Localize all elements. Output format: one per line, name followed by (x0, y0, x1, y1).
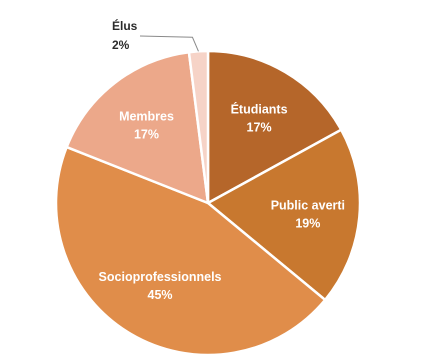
slice-value-public-averti: 19% (295, 216, 320, 230)
slice-label-socioprofessionnels: Socioprofessionnels (99, 270, 222, 284)
slice-label-etudiants: Étudiants (231, 102, 288, 117)
leader-line-elus (139, 35, 199, 52)
slice-value-socioprofessionnels: 45% (148, 288, 173, 302)
slices-layer (54, 49, 362, 356)
labels-layer: Étudiants 17% Public averti 19% Socioprofess… (99, 18, 345, 302)
pie-slice-public-averti (205, 128, 362, 302)
slice-value-etudiants: 17% (247, 121, 272, 135)
pie-slice-socioprofessionnels (54, 145, 327, 356)
slice-value-elus: 2% (112, 38, 130, 52)
pie-slice-membres (65, 50, 210, 205)
slice-label-elus: Élus (112, 18, 138, 33)
slice-value-membres: 17% (134, 128, 159, 142)
slice-label-membres: Membres (119, 110, 174, 124)
slice-label-public-averti: Public averti (271, 198, 345, 212)
pie-slice-etudiants (206, 49, 343, 206)
leader-layer (139, 35, 199, 52)
